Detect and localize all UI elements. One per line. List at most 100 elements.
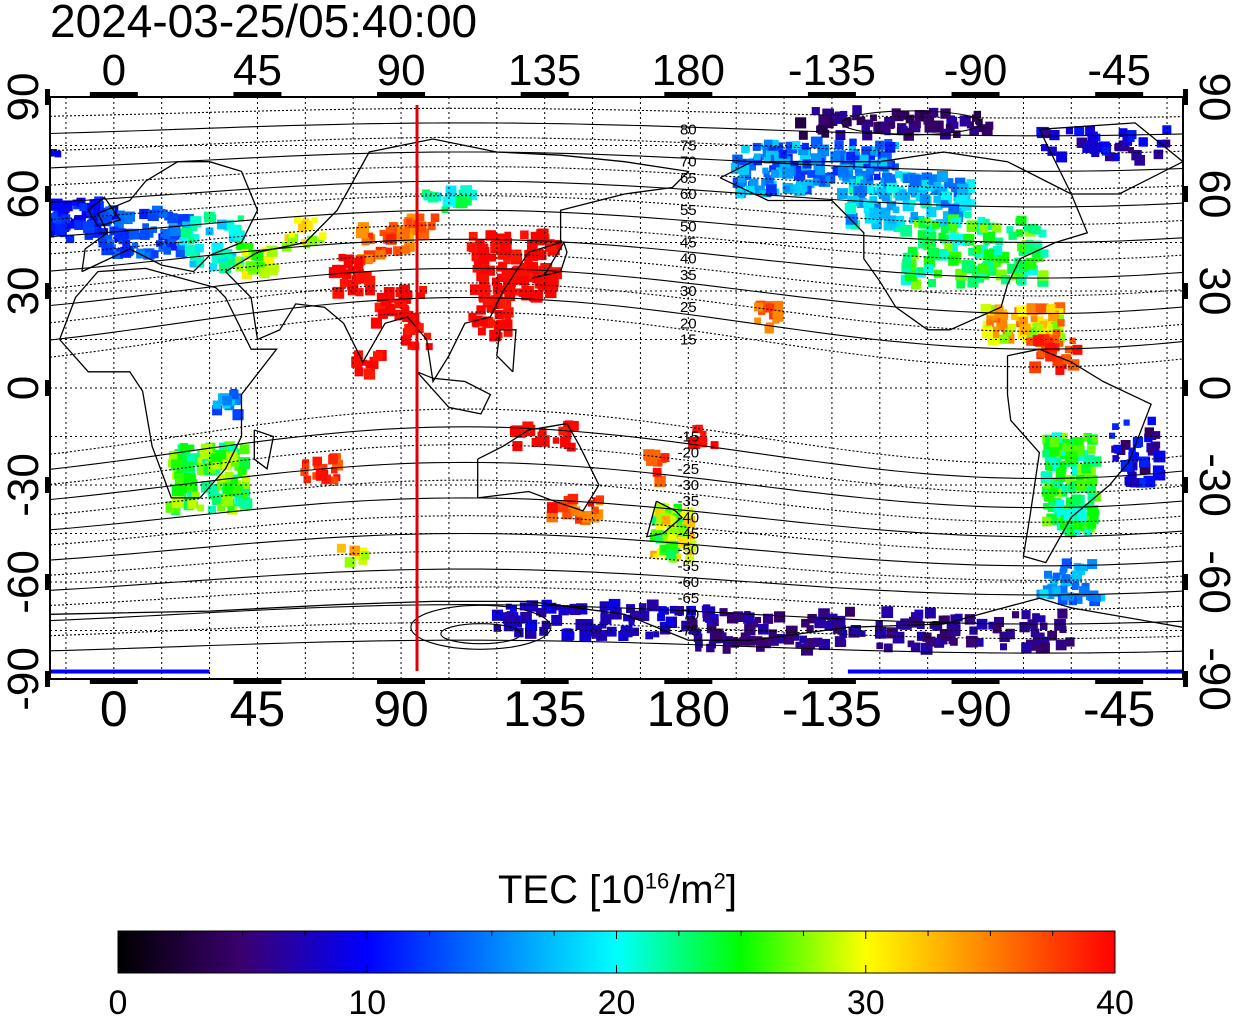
right-tick bbox=[1183, 574, 1188, 590]
bottom-lon-label: -135 bbox=[782, 681, 882, 737]
contour-label: -45 bbox=[677, 526, 699, 543]
bottom-lon-label: 135 bbox=[503, 681, 586, 737]
bottom-tick bbox=[89, 679, 138, 684]
bottom-lon-label: 180 bbox=[647, 681, 730, 737]
contour-label: 80 bbox=[680, 121, 697, 138]
top-lon-label: 90 bbox=[377, 46, 426, 95]
left-tick bbox=[45, 574, 50, 590]
top-lon-label: -45 bbox=[1087, 46, 1151, 95]
contour-label: -15 bbox=[677, 429, 699, 446]
top-lon-label: 180 bbox=[652, 46, 725, 95]
left-lat-label: 60 bbox=[0, 170, 48, 219]
left-tick bbox=[45, 89, 50, 105]
contour-label: -60 bbox=[677, 574, 699, 591]
top-tick bbox=[233, 92, 282, 97]
bottom-tick bbox=[664, 679, 713, 684]
bottom-tick bbox=[233, 679, 282, 684]
right-tick bbox=[1183, 477, 1188, 493]
bottom-lon-label: 45 bbox=[230, 681, 286, 737]
colorbar-tick-label: 30 bbox=[846, 984, 885, 1022]
contour-label: 55 bbox=[680, 202, 697, 219]
left-lat-label: -90 bbox=[0, 647, 48, 711]
contour-label: 60 bbox=[680, 186, 697, 203]
contour-label: -35 bbox=[677, 493, 699, 510]
right-lat-label: -30 bbox=[1190, 453, 1235, 517]
left-tick bbox=[45, 380, 50, 396]
contour-label: -40 bbox=[677, 509, 699, 526]
top-tick bbox=[664, 92, 713, 97]
bottom-tick bbox=[1095, 679, 1144, 684]
left-lat-label: 30 bbox=[0, 267, 48, 316]
top-lon-label: 45 bbox=[233, 46, 282, 95]
contour-label: -55 bbox=[677, 558, 699, 575]
timestamp-title: 2024-03-25/05:40:00 bbox=[50, 0, 478, 47]
bottom-lon-label: -90 bbox=[939, 681, 1011, 737]
plot-frame bbox=[45, 89, 1188, 687]
colorbar-tick-label: 20 bbox=[597, 984, 636, 1022]
left-lat-label: -60 bbox=[0, 550, 48, 614]
contour-label: -25 bbox=[677, 461, 699, 478]
top-lon-label: 135 bbox=[508, 46, 581, 95]
contour-label: 35 bbox=[680, 267, 697, 284]
coastline-13 bbox=[253, 429, 275, 470]
bottom-lon-label: 90 bbox=[373, 681, 429, 737]
magnetic-latitude-contours bbox=[50, 107, 1183, 654]
left-tick bbox=[45, 477, 50, 493]
bottom-tick bbox=[951, 679, 1000, 684]
left-tick bbox=[45, 283, 50, 299]
contour-label: 65 bbox=[680, 170, 697, 187]
contour-label: 15 bbox=[680, 332, 697, 349]
bottom-tick bbox=[377, 679, 426, 684]
right-lat-label: 0 bbox=[1190, 376, 1235, 400]
bottom-lon-label: 0 bbox=[100, 681, 128, 737]
contour-label: 25 bbox=[680, 299, 697, 316]
contour-label: 40 bbox=[680, 251, 697, 268]
right-lat-label: -90 bbox=[1190, 647, 1235, 711]
coastline-3 bbox=[477, 422, 600, 512]
colorbar bbox=[117, 930, 1116, 974]
contour-label: 30 bbox=[680, 283, 697, 300]
right-tick bbox=[1183, 89, 1188, 105]
top-tick bbox=[89, 92, 138, 97]
left-lat-label: -30 bbox=[0, 453, 48, 517]
contour-label: 50 bbox=[680, 218, 697, 235]
right-lat-label: -60 bbox=[1190, 550, 1235, 614]
contour-label: -65 bbox=[677, 590, 699, 607]
bottom-tick bbox=[520, 679, 569, 684]
contour-label: -20 bbox=[677, 445, 699, 462]
top-lon-label: -90 bbox=[944, 46, 1008, 95]
colorbar-tick-label: 10 bbox=[348, 984, 387, 1022]
top-tick bbox=[1095, 92, 1144, 97]
right-tick bbox=[1183, 283, 1188, 299]
contour-label: 75 bbox=[680, 138, 697, 155]
left-tick bbox=[45, 671, 50, 687]
contour-label: -30 bbox=[677, 477, 699, 494]
left-tick bbox=[45, 186, 50, 202]
contour-label: -75 bbox=[677, 623, 699, 640]
bottom-tick bbox=[807, 679, 856, 684]
colorbar-title: TEC [1016/m2] bbox=[497, 868, 737, 912]
top-tick bbox=[377, 92, 426, 97]
right-lat-label: 30 bbox=[1190, 267, 1235, 316]
right-tick bbox=[1183, 186, 1188, 202]
right-tick bbox=[1183, 671, 1188, 687]
contour-label: 45 bbox=[680, 235, 697, 252]
coastline-1 bbox=[81, 161, 259, 273]
left-lat-label: 0 bbox=[0, 376, 48, 400]
colorbar-tick-label: 0 bbox=[108, 984, 128, 1022]
axis-tick-labels: 0045459090135135180180-135-135-90-90-45-… bbox=[0, 46, 1235, 737]
coastline-9 bbox=[496, 329, 517, 373]
top-tick bbox=[520, 92, 569, 97]
coastline-5 bbox=[719, 151, 1089, 331]
top-tick bbox=[807, 92, 856, 97]
coastline-7 bbox=[50, 597, 1183, 641]
contour-label: -50 bbox=[677, 542, 699, 559]
contour-label: 20 bbox=[680, 315, 697, 332]
contour-label: 70 bbox=[680, 154, 697, 171]
left-lat-label: 90 bbox=[0, 73, 48, 122]
top-lon-label: 0 bbox=[102, 46, 126, 95]
right-tick bbox=[1183, 380, 1188, 396]
contour-label: -70 bbox=[677, 606, 699, 623]
